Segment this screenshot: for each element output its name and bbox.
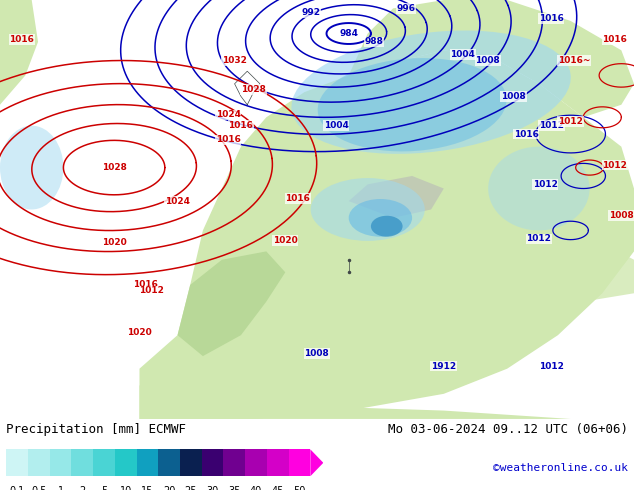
Bar (93, 449, 115, 476)
Text: 50: 50 (294, 486, 306, 490)
Text: 1008: 1008 (501, 92, 526, 101)
Text: 1012: 1012 (526, 234, 552, 244)
Text: Mo 03-06-2024 09..12 UTC (06+06): Mo 03-06-2024 09..12 UTC (06+06) (387, 422, 628, 436)
Text: 1028: 1028 (101, 163, 127, 172)
Bar (180, 449, 202, 476)
Bar (49, 449, 72, 476)
Bar (115, 449, 136, 476)
Text: 1028: 1028 (241, 85, 266, 94)
Bar (158, 449, 180, 476)
Text: 1004: 1004 (323, 121, 349, 130)
Polygon shape (0, 0, 38, 105)
Polygon shape (139, 386, 634, 419)
Bar (223, 449, 245, 476)
Text: 20: 20 (163, 486, 176, 490)
Text: 1004: 1004 (450, 50, 476, 59)
Ellipse shape (488, 147, 590, 230)
Text: 1008: 1008 (609, 211, 633, 220)
Bar (288, 449, 310, 476)
Bar (28, 449, 49, 476)
Text: 1912: 1912 (431, 362, 456, 370)
Text: 1012: 1012 (539, 121, 564, 130)
Polygon shape (349, 0, 634, 117)
Bar (202, 449, 223, 476)
Text: 1012: 1012 (139, 286, 164, 295)
Bar (72, 449, 93, 476)
Ellipse shape (371, 216, 403, 237)
Text: 1: 1 (58, 486, 63, 490)
Ellipse shape (311, 178, 425, 241)
Polygon shape (349, 176, 444, 218)
Bar (267, 449, 288, 476)
Text: 45: 45 (271, 486, 284, 490)
Text: 35: 35 (228, 486, 240, 490)
Text: Precipitation [mm] ECMWF: Precipitation [mm] ECMWF (6, 422, 186, 436)
Text: 1008: 1008 (476, 56, 500, 65)
Text: 2: 2 (79, 486, 86, 490)
Text: 5: 5 (101, 486, 107, 490)
Ellipse shape (292, 30, 571, 154)
Text: 1020: 1020 (273, 236, 297, 245)
Ellipse shape (318, 58, 507, 151)
Text: 992: 992 (301, 8, 320, 17)
Text: 1016: 1016 (539, 14, 564, 23)
Text: 30: 30 (207, 486, 219, 490)
Polygon shape (310, 449, 323, 476)
Bar (245, 449, 267, 476)
Text: 40: 40 (250, 486, 262, 490)
Text: 1008: 1008 (304, 349, 329, 358)
Text: 1012: 1012 (602, 161, 627, 170)
Text: 1016: 1016 (514, 129, 539, 139)
Text: 1012: 1012 (558, 117, 583, 126)
Text: 1032: 1032 (222, 56, 247, 65)
Text: 1020: 1020 (101, 239, 127, 247)
Text: 1012: 1012 (533, 180, 558, 189)
Bar (136, 449, 158, 476)
Text: 1016: 1016 (285, 194, 310, 203)
Text: 1016: 1016 (228, 121, 254, 130)
Text: 1016: 1016 (602, 35, 627, 44)
Text: 25: 25 (184, 486, 197, 490)
Text: 1016~: 1016~ (558, 56, 590, 65)
Text: 996: 996 (396, 4, 415, 13)
Polygon shape (139, 50, 634, 419)
Text: ©weatheronline.co.uk: ©weatheronline.co.uk (493, 463, 628, 473)
Text: 1012: 1012 (539, 362, 564, 370)
Text: 1016: 1016 (10, 35, 34, 44)
Text: 0.5: 0.5 (31, 486, 46, 490)
Text: 1024: 1024 (216, 110, 240, 119)
Text: 15: 15 (141, 486, 153, 490)
Text: 988: 988 (365, 37, 384, 47)
Text: 984: 984 (339, 29, 358, 38)
Text: 0.1: 0.1 (10, 486, 25, 490)
Ellipse shape (0, 125, 63, 209)
Text: 1016: 1016 (216, 135, 240, 145)
Bar (6, 449, 28, 476)
Polygon shape (178, 251, 285, 356)
Text: 1024: 1024 (165, 196, 190, 206)
Text: 10: 10 (120, 486, 132, 490)
Text: 1020: 1020 (127, 328, 152, 337)
Text: 1016: 1016 (133, 280, 158, 290)
Polygon shape (507, 243, 634, 302)
Ellipse shape (349, 199, 412, 237)
